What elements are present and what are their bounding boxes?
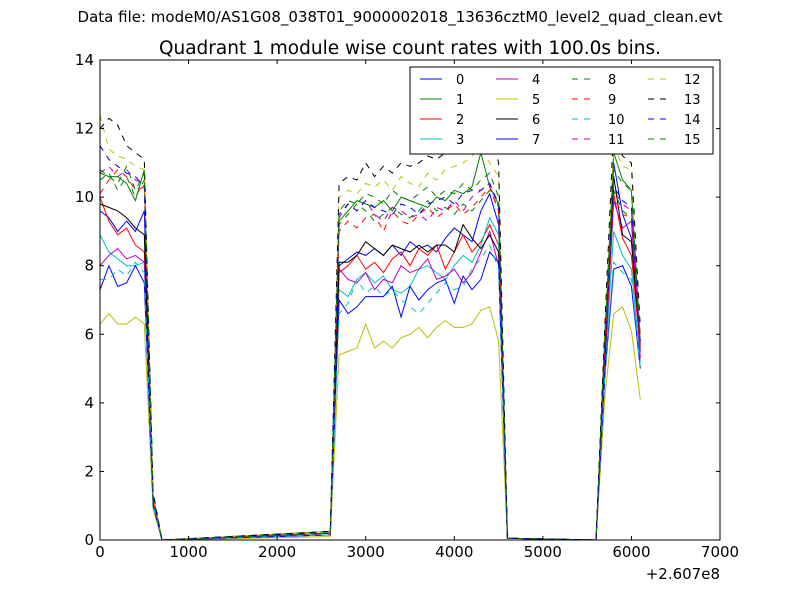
legend-label-9: 9 [608, 93, 616, 108]
series-line-8 [99, 172, 641, 541]
legend-label-6: 6 [532, 113, 540, 128]
axes-frame [99, 59, 721, 541]
series-line-1 [99, 152, 641, 541]
x-tick-label: 5000 [524, 543, 562, 561]
x-offset-label: +2.607e8 [646, 565, 720, 583]
x-tick-label: 6000 [612, 543, 650, 561]
series-line-5 [99, 306, 641, 541]
legend-label-0: 0 [456, 73, 464, 88]
series-line-9 [99, 169, 641, 541]
legend-label-14: 14 [684, 113, 701, 128]
y-tick-label: 2 [84, 462, 94, 480]
series-line-13 [99, 117, 641, 541]
series-line-6 [99, 176, 641, 541]
x-tick-label: 4000 [435, 543, 473, 561]
legend-label-3: 3 [456, 133, 464, 148]
legend-label-10: 10 [608, 113, 625, 128]
x-tick-label: 0 [95, 543, 105, 561]
legend-label-13: 13 [684, 93, 701, 108]
series-line-14 [99, 145, 641, 541]
y-tick-label: 8 [84, 257, 94, 275]
y-tick-label: 10 [75, 188, 94, 206]
series-line-15 [99, 165, 641, 541]
chart-title: Quadrant 1 module wise count rates with … [159, 38, 661, 59]
legend-label-7: 7 [532, 133, 540, 148]
series-line-7 [99, 250, 641, 541]
series-line-10 [100, 243, 641, 541]
legend-label-11: 11 [608, 133, 625, 148]
series-line-12 [99, 114, 641, 541]
y-tick-label: 14 [75, 51, 94, 69]
legend-label-4: 4 [532, 73, 540, 88]
y-tick-label: 6 [84, 325, 94, 343]
y-tick-label: 0 [84, 531, 94, 549]
legend-label-12: 12 [684, 73, 701, 88]
legend-label-15: 15 [684, 133, 701, 148]
y-tick-label: 12 [75, 120, 94, 138]
legend-label-8: 8 [608, 73, 616, 88]
x-tick-label: 3000 [347, 543, 385, 561]
y-tick-label: 4 [84, 394, 94, 412]
x-tick-label: 2000 [258, 543, 296, 561]
x-tick-label: 1000 [169, 543, 207, 561]
legend-label-1: 1 [456, 93, 464, 108]
series-line-11 [99, 165, 641, 541]
x-tick-label: 7000 [701, 543, 739, 561]
legend-label-5: 5 [532, 93, 540, 108]
series-lines [99, 114, 641, 541]
series-line-0 [99, 162, 641, 541]
data-file-suptitle: Data file: modeM0/AS1G08_038T01_90000020… [77, 8, 723, 26]
legend-label-2: 2 [456, 113, 464, 128]
